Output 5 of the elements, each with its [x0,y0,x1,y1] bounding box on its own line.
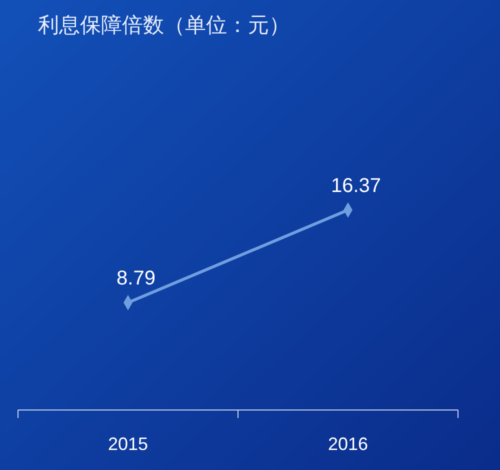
data-label: 8.79 [116,268,156,290]
data-label: 16.37 [330,175,382,197]
x-tick-label: 2015 [108,434,148,454]
x-tick-label: 2016 [328,434,368,454]
chart-title: 利息保障倍数（单位：元） [38,13,290,37]
